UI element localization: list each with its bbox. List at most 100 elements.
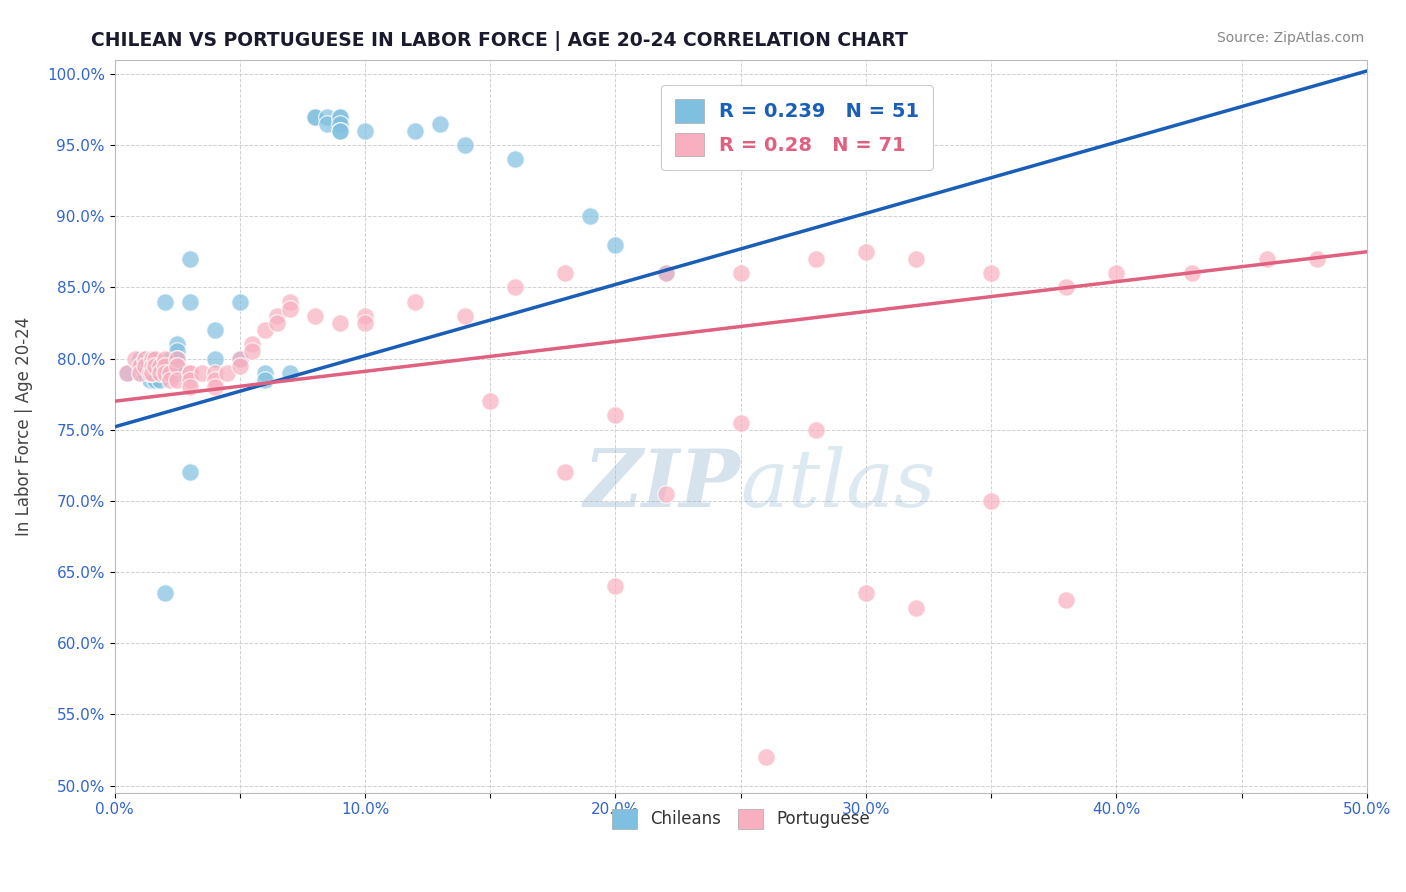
Point [429,117,451,131]
Point [204,373,226,387]
Point [905,600,928,615]
Point [329,110,352,124]
Point [179,466,201,480]
Point [143,351,166,366]
Point [1306,252,1329,266]
Point [166,366,188,380]
Legend: Chileans, Portuguese: Chileans, Portuguese [605,802,876,836]
Point [166,351,188,366]
Point [179,380,201,394]
Point [1105,266,1128,280]
Point [266,316,288,330]
Point [166,373,188,387]
Point [980,266,1002,280]
Point [605,409,627,423]
Point [166,351,188,366]
Point [1180,266,1202,280]
Point [143,359,166,373]
Point [166,359,188,373]
Point [554,466,576,480]
Point [454,309,477,323]
Point [479,394,502,409]
Point [128,351,150,366]
Point [143,359,166,373]
Point [329,117,352,131]
Point [124,351,146,366]
Point [179,373,201,387]
Point [730,266,752,280]
Point [153,586,176,600]
Point [159,373,181,387]
Point [179,252,201,266]
Point [605,237,627,252]
Point [253,373,276,387]
Point [229,294,252,309]
Point [159,359,181,373]
Point [316,117,339,131]
Point [278,366,301,380]
Point [278,301,301,316]
Point [980,493,1002,508]
Point [240,344,263,359]
Point [855,586,877,600]
Point [179,294,201,309]
Point [229,359,252,373]
Point [134,366,156,380]
Point [354,124,377,138]
Point [159,366,181,380]
Point [404,294,426,309]
Point [554,266,576,280]
Point [179,366,201,380]
Point [217,366,239,380]
Point [204,380,226,394]
Point [304,309,326,323]
Point [354,309,377,323]
Point [755,750,778,764]
Point [579,209,602,223]
Point [149,366,172,380]
Point [166,344,188,359]
Point [138,373,160,387]
Point [149,373,172,387]
Point [153,351,176,366]
Point [804,423,827,437]
Point [855,244,877,259]
Point [153,359,176,373]
Text: ZIP: ZIP [583,446,741,524]
Point [153,366,176,380]
Point [204,323,226,337]
Point [1054,280,1077,294]
Point [204,366,226,380]
Point [128,359,150,373]
Y-axis label: In Labor Force | Age 20-24: In Labor Force | Age 20-24 [15,317,32,536]
Point [304,110,326,124]
Text: CHILEAN VS PORTUGUESE IN LABOR FORCE | AGE 20-24 CORRELATION CHART: CHILEAN VS PORTUGUESE IN LABOR FORCE | A… [91,31,908,51]
Point [278,294,301,309]
Point [138,351,160,366]
Point [1054,593,1077,607]
Point [240,337,263,351]
Point [141,359,163,373]
Point [134,351,156,366]
Point [304,110,326,124]
Point [454,138,477,153]
Point [159,351,181,366]
Point [266,309,288,323]
Point [329,110,352,124]
Point [179,366,201,380]
Point [605,579,627,593]
Point [354,316,377,330]
Text: atlas: atlas [741,446,936,524]
Point [153,366,176,380]
Point [329,124,352,138]
Point [329,124,352,138]
Point [316,110,339,124]
Point [166,337,188,351]
Point [115,366,138,380]
Point [654,266,676,280]
Point [128,366,150,380]
Point [804,252,827,266]
Point [128,366,150,380]
Point [253,366,276,380]
Point [204,351,226,366]
